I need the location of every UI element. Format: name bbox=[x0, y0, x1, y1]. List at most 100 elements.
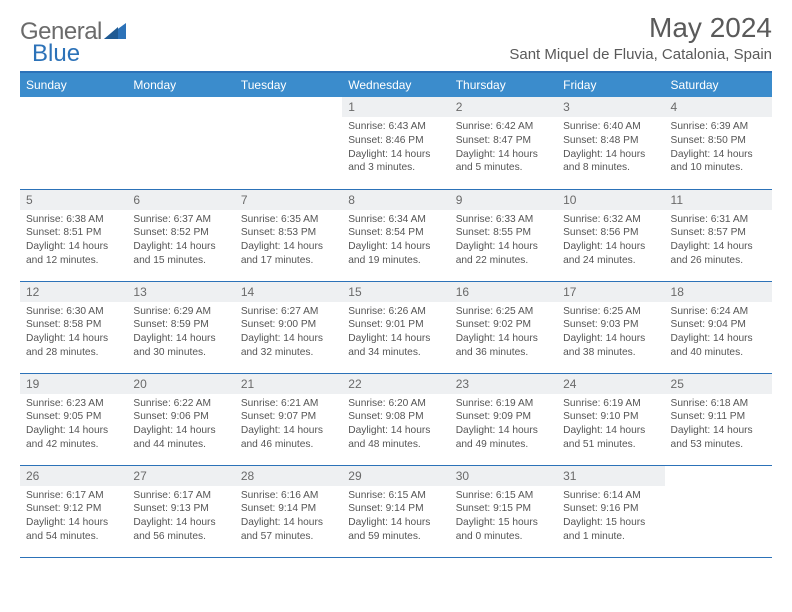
weekday-header: Wednesday bbox=[342, 72, 449, 97]
calendar-cell: 29Sunrise: 6:15 AMSunset: 9:14 PMDayligh… bbox=[342, 465, 449, 557]
day-events: Sunrise: 6:30 AMSunset: 8:58 PMDaylight:… bbox=[20, 302, 127, 366]
day-number: 11 bbox=[665, 190, 772, 210]
day-events: Sunrise: 6:33 AMSunset: 8:55 PMDaylight:… bbox=[450, 210, 557, 274]
calendar-body: 1Sunrise: 6:43 AMSunset: 8:46 PMDaylight… bbox=[20, 97, 772, 557]
day-number: 22 bbox=[342, 374, 449, 394]
weekday-header: Friday bbox=[557, 72, 664, 97]
day-number: 31 bbox=[557, 466, 664, 486]
day-number: 17 bbox=[557, 282, 664, 302]
calendar-cell bbox=[665, 465, 772, 557]
calendar-cell: 5Sunrise: 6:38 AMSunset: 8:51 PMDaylight… bbox=[20, 189, 127, 281]
calendar-cell: 17Sunrise: 6:25 AMSunset: 9:03 PMDayligh… bbox=[557, 281, 664, 373]
weekday-header: Monday bbox=[127, 72, 234, 97]
calendar-row: 26Sunrise: 6:17 AMSunset: 9:12 PMDayligh… bbox=[20, 465, 772, 557]
calendar-cell: 21Sunrise: 6:21 AMSunset: 9:07 PMDayligh… bbox=[235, 373, 342, 465]
location-subtitle: Sant Miquel de Fluvia, Catalonia, Spain bbox=[509, 46, 772, 63]
calendar-cell: 14Sunrise: 6:27 AMSunset: 9:00 PMDayligh… bbox=[235, 281, 342, 373]
day-number: 9 bbox=[450, 190, 557, 210]
calendar-cell: 12Sunrise: 6:30 AMSunset: 8:58 PMDayligh… bbox=[20, 281, 127, 373]
day-number: 3 bbox=[557, 97, 664, 117]
logo-triangle-icon bbox=[104, 18, 126, 46]
day-events: Sunrise: 6:21 AMSunset: 9:07 PMDaylight:… bbox=[235, 394, 342, 458]
day-events: Sunrise: 6:26 AMSunset: 9:01 PMDaylight:… bbox=[342, 302, 449, 366]
day-number: 24 bbox=[557, 374, 664, 394]
calendar-cell: 20Sunrise: 6:22 AMSunset: 9:06 PMDayligh… bbox=[127, 373, 234, 465]
weekday-header: Saturday bbox=[665, 72, 772, 97]
day-events: Sunrise: 6:22 AMSunset: 9:06 PMDaylight:… bbox=[127, 394, 234, 458]
calendar-cell: 15Sunrise: 6:26 AMSunset: 9:01 PMDayligh… bbox=[342, 281, 449, 373]
day-number: 2 bbox=[450, 97, 557, 117]
calendar-row: 19Sunrise: 6:23 AMSunset: 9:05 PMDayligh… bbox=[20, 373, 772, 465]
calendar-cell: 18Sunrise: 6:24 AMSunset: 9:04 PMDayligh… bbox=[665, 281, 772, 373]
weekday-header: Thursday bbox=[450, 72, 557, 97]
calendar-table: Sunday Monday Tuesday Wednesday Thursday… bbox=[20, 71, 772, 558]
day-events: Sunrise: 6:37 AMSunset: 8:52 PMDaylight:… bbox=[127, 210, 234, 274]
day-events: Sunrise: 6:27 AMSunset: 9:00 PMDaylight:… bbox=[235, 302, 342, 366]
day-events: Sunrise: 6:18 AMSunset: 9:11 PMDaylight:… bbox=[665, 394, 772, 458]
day-number: 8 bbox=[342, 190, 449, 210]
day-events: Sunrise: 6:19 AMSunset: 9:09 PMDaylight:… bbox=[450, 394, 557, 458]
day-number: 25 bbox=[665, 374, 772, 394]
calendar-cell: 31Sunrise: 6:14 AMSunset: 9:16 PMDayligh… bbox=[557, 465, 664, 557]
calendar-cell: 16Sunrise: 6:25 AMSunset: 9:02 PMDayligh… bbox=[450, 281, 557, 373]
day-events: Sunrise: 6:31 AMSunset: 8:57 PMDaylight:… bbox=[665, 210, 772, 274]
weekday-header-row: Sunday Monday Tuesday Wednesday Thursday… bbox=[20, 72, 772, 97]
day-events: Sunrise: 6:19 AMSunset: 9:10 PMDaylight:… bbox=[557, 394, 664, 458]
calendar-cell: 3Sunrise: 6:40 AMSunset: 8:48 PMDaylight… bbox=[557, 97, 664, 189]
day-number: 10 bbox=[557, 190, 664, 210]
day-events: Sunrise: 6:16 AMSunset: 9:14 PMDaylight:… bbox=[235, 486, 342, 550]
day-number: 13 bbox=[127, 282, 234, 302]
day-events: Sunrise: 6:29 AMSunset: 8:59 PMDaylight:… bbox=[127, 302, 234, 366]
day-events: Sunrise: 6:40 AMSunset: 8:48 PMDaylight:… bbox=[557, 117, 664, 181]
day-number: 20 bbox=[127, 374, 234, 394]
calendar-cell: 9Sunrise: 6:33 AMSunset: 8:55 PMDaylight… bbox=[450, 189, 557, 281]
day-events: Sunrise: 6:15 AMSunset: 9:15 PMDaylight:… bbox=[450, 486, 557, 550]
day-events: Sunrise: 6:17 AMSunset: 9:13 PMDaylight:… bbox=[127, 486, 234, 550]
day-events: Sunrise: 6:23 AMSunset: 9:05 PMDaylight:… bbox=[20, 394, 127, 458]
calendar-cell: 25Sunrise: 6:18 AMSunset: 9:11 PMDayligh… bbox=[665, 373, 772, 465]
day-events: Sunrise: 6:20 AMSunset: 9:08 PMDaylight:… bbox=[342, 394, 449, 458]
day-number: 26 bbox=[20, 466, 127, 486]
calendar-cell: 24Sunrise: 6:19 AMSunset: 9:10 PMDayligh… bbox=[557, 373, 664, 465]
day-number: 5 bbox=[20, 190, 127, 210]
calendar-cell: 30Sunrise: 6:15 AMSunset: 9:15 PMDayligh… bbox=[450, 465, 557, 557]
calendar-cell: 10Sunrise: 6:32 AMSunset: 8:56 PMDayligh… bbox=[557, 189, 664, 281]
day-number: 27 bbox=[127, 466, 234, 486]
logo-text-2: Blue bbox=[32, 40, 80, 68]
calendar-cell: 4Sunrise: 6:39 AMSunset: 8:50 PMDaylight… bbox=[665, 97, 772, 189]
calendar-row: 12Sunrise: 6:30 AMSunset: 8:58 PMDayligh… bbox=[20, 281, 772, 373]
weekday-header: Tuesday bbox=[235, 72, 342, 97]
calendar-cell: 28Sunrise: 6:16 AMSunset: 9:14 PMDayligh… bbox=[235, 465, 342, 557]
calendar-row: 1Sunrise: 6:43 AMSunset: 8:46 PMDaylight… bbox=[20, 97, 772, 189]
calendar-cell: 11Sunrise: 6:31 AMSunset: 8:57 PMDayligh… bbox=[665, 189, 772, 281]
calendar-cell: 26Sunrise: 6:17 AMSunset: 9:12 PMDayligh… bbox=[20, 465, 127, 557]
day-number: 15 bbox=[342, 282, 449, 302]
day-number: 7 bbox=[235, 190, 342, 210]
day-events: Sunrise: 6:14 AMSunset: 9:16 PMDaylight:… bbox=[557, 486, 664, 550]
day-events: Sunrise: 6:32 AMSunset: 8:56 PMDaylight:… bbox=[557, 210, 664, 274]
calendar-cell: 1Sunrise: 6:43 AMSunset: 8:46 PMDaylight… bbox=[342, 97, 449, 189]
day-number: 21 bbox=[235, 374, 342, 394]
calendar-cell: 2Sunrise: 6:42 AMSunset: 8:47 PMDaylight… bbox=[450, 97, 557, 189]
calendar-cell: 6Sunrise: 6:37 AMSunset: 8:52 PMDaylight… bbox=[127, 189, 234, 281]
calendar-row: 5Sunrise: 6:38 AMSunset: 8:51 PMDaylight… bbox=[20, 189, 772, 281]
calendar-cell: 8Sunrise: 6:34 AMSunset: 8:54 PMDaylight… bbox=[342, 189, 449, 281]
day-number: 4 bbox=[665, 97, 772, 117]
page-title: May 2024 bbox=[509, 12, 772, 44]
day-events: Sunrise: 6:15 AMSunset: 9:14 PMDaylight:… bbox=[342, 486, 449, 550]
day-number: 12 bbox=[20, 282, 127, 302]
day-events: Sunrise: 6:25 AMSunset: 9:02 PMDaylight:… bbox=[450, 302, 557, 366]
day-number: 14 bbox=[235, 282, 342, 302]
day-events: Sunrise: 6:42 AMSunset: 8:47 PMDaylight:… bbox=[450, 117, 557, 181]
day-number: 30 bbox=[450, 466, 557, 486]
calendar-cell: 23Sunrise: 6:19 AMSunset: 9:09 PMDayligh… bbox=[450, 373, 557, 465]
calendar-cell bbox=[235, 97, 342, 189]
day-number: 18 bbox=[665, 282, 772, 302]
calendar-cell: 19Sunrise: 6:23 AMSunset: 9:05 PMDayligh… bbox=[20, 373, 127, 465]
calendar-cell bbox=[20, 97, 127, 189]
header-right: May 2024 Sant Miquel de Fluvia, Cataloni… bbox=[509, 12, 772, 63]
day-events: Sunrise: 6:34 AMSunset: 8:54 PMDaylight:… bbox=[342, 210, 449, 274]
calendar-cell: 13Sunrise: 6:29 AMSunset: 8:59 PMDayligh… bbox=[127, 281, 234, 373]
day-events: Sunrise: 6:24 AMSunset: 9:04 PMDaylight:… bbox=[665, 302, 772, 366]
day-events: Sunrise: 6:38 AMSunset: 8:51 PMDaylight:… bbox=[20, 210, 127, 274]
